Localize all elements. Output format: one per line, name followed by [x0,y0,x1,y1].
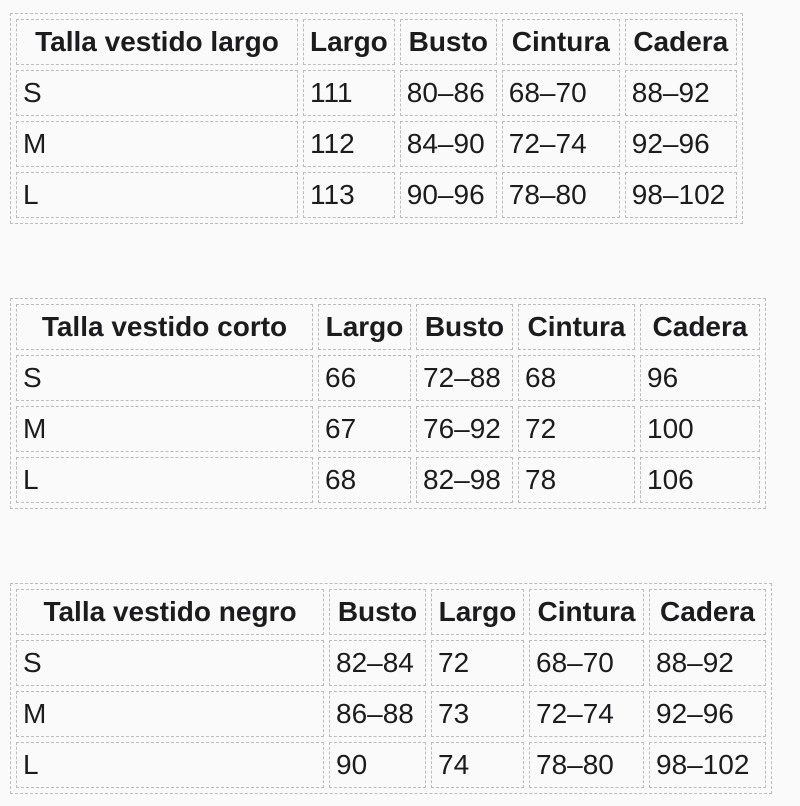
data-cell-largo: 112 [303,121,395,167]
data-cell-size: S [16,70,298,116]
data-cell-cadera: 98–102 [624,172,737,218]
header-row: Talla vestido negro Busto Largo Cintura … [16,589,766,635]
header-cell-largo: Largo [303,19,395,65]
header-cell-largo: Largo [318,304,411,350]
data-cell-size: M [16,406,313,452]
data-cell-largo: 111 [303,70,395,116]
data-cell-cintura: 72–74 [501,121,620,167]
data-cell-size: L [16,742,324,788]
data-cell-size: M [16,121,298,167]
header-cell-cadera: Cadera [640,304,760,350]
table-row-l: L 68 82–98 78 106 [16,457,760,503]
data-cell-busto: 80–86 [399,70,497,116]
data-cell-busto: 84–90 [399,121,497,167]
header-cell-title: Talla vestido corto [16,304,313,350]
data-cell-busto: 82–98 [416,457,513,503]
header-cell-title: Talla vestido largo [16,19,298,65]
table-row-m: M 112 84–90 72–74 92–96 [16,121,737,167]
data-cell-busto: 76–92 [416,406,513,452]
data-cell-cintura: 72–74 [529,691,644,737]
data-cell-size: S [16,355,313,401]
data-cell-largo: 73 [431,691,524,737]
table-row-m: M 86–88 73 72–74 92–96 [16,691,766,737]
header-cell-cintura: Cintura [501,19,620,65]
data-cell-cadera: 100 [640,406,760,452]
data-cell-cintura: 68–70 [529,640,644,686]
table-row-l: L 113 90–96 78–80 98–102 [16,172,737,218]
header-cell-busto: Busto [329,589,426,635]
data-cell-largo: 74 [431,742,524,788]
header-row: Talla vestido corto Largo Busto Cintura … [16,304,760,350]
header-cell-largo: Largo [431,589,524,635]
data-cell-cadera: 96 [640,355,760,401]
header-cell-cintura: Cintura [518,304,635,350]
data-cell-cadera: 106 [640,457,760,503]
table-row-m: M 67 76–92 72 100 [16,406,760,452]
data-cell-largo: 113 [303,172,395,218]
header-cell-busto: Busto [416,304,513,350]
data-cell-cintura: 78–80 [501,172,620,218]
data-cell-largo: 67 [318,406,411,452]
header-cell-cintura: Cintura [529,589,644,635]
data-cell-cadera: 88–92 [624,70,737,116]
header-cell-cadera: Cadera [624,19,737,65]
data-cell-busto: 72–88 [416,355,513,401]
data-cell-cintura: 72 [518,406,635,452]
header-cell-busto: Busto [399,19,497,65]
data-cell-busto: 82–84 [329,640,426,686]
data-cell-size: L [16,457,313,503]
header-row: Talla vestido largo Largo Busto Cintura … [16,19,737,65]
data-cell-cadera: 98–102 [649,742,766,788]
data-cell-cadera: 92–96 [624,121,737,167]
size-table-vestido-negro: Talla vestido negro Busto Largo Cintura … [10,583,772,794]
data-cell-size: M [16,691,324,737]
size-table-vestido-largo: Talla vestido largo Largo Busto Cintura … [10,13,743,224]
data-cell-largo: 72 [431,640,524,686]
data-cell-cintura: 68–70 [501,70,620,116]
header-cell-title: Talla vestido negro [16,589,324,635]
table-row-l: L 90 74 78–80 98–102 [16,742,766,788]
data-cell-cintura: 68 [518,355,635,401]
data-cell-busto: 90 [329,742,426,788]
data-cell-cadera: 92–96 [649,691,766,737]
size-table-vestido-corto: Talla vestido corto Largo Busto Cintura … [10,298,766,509]
header-cell-cadera: Cadera [649,589,766,635]
data-cell-cintura: 78–80 [529,742,644,788]
data-cell-cadera: 88–92 [649,640,766,686]
table-row-s: S 111 80–86 68–70 88–92 [16,70,737,116]
data-cell-largo: 68 [318,457,411,503]
data-cell-largo: 66 [318,355,411,401]
data-cell-busto: 86–88 [329,691,426,737]
table-row-s: S 66 72–88 68 96 [16,355,760,401]
data-cell-size: S [16,640,324,686]
data-cell-size: L [16,172,298,218]
data-cell-busto: 90–96 [399,172,497,218]
table-row-s: S 82–84 72 68–70 88–92 [16,640,766,686]
data-cell-cintura: 78 [518,457,635,503]
